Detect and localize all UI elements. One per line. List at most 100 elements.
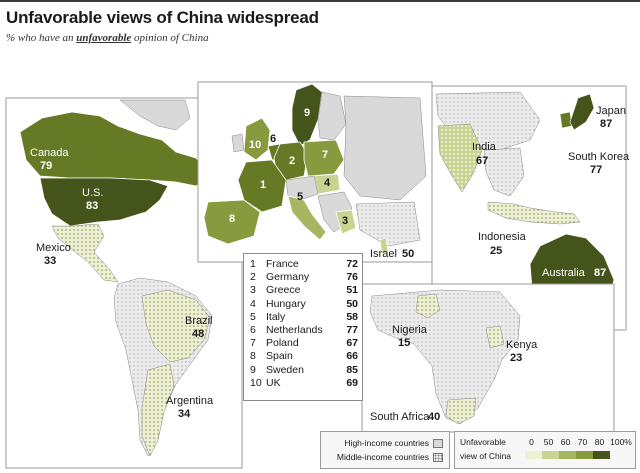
mexico-value: 33: [44, 255, 56, 267]
nigeria-value: 15: [398, 337, 410, 349]
scale-tick: 70: [577, 437, 588, 447]
japan-value: 87: [600, 118, 612, 130]
brazil-shape: [141, 289, 211, 363]
scale-label-1: Unfavorable: [460, 437, 506, 447]
italy-shape: [287, 195, 327, 241]
south-korea-value: 77: [590, 164, 602, 176]
europe-row: 10 UK 69: [250, 376, 358, 389]
africa-panel: [361, 283, 615, 433]
europe-row: 8 Spain 66: [250, 350, 358, 363]
israel-value: 50: [402, 248, 414, 260]
scale-legend: Unfavorable view of China 0 50 60 70 80 …: [454, 431, 636, 469]
scale-tick: 80: [594, 437, 605, 447]
france-shape: [237, 159, 287, 213]
indonesia-shape: [487, 201, 581, 225]
middle-income-label: Middle-income countries: [336, 452, 429, 462]
brazil-name: Brazil: [185, 315, 213, 327]
americas-panel: [5, 97, 243, 469]
japan-shape: [569, 93, 595, 131]
europe-row: 1 France 72: [250, 258, 358, 270]
europe-marker-greece: 3: [342, 215, 348, 227]
greece-shape: [335, 209, 357, 235]
europe-marker-spain: 8: [229, 213, 235, 225]
germany-shape: [273, 141, 309, 181]
europe-marker-hungary: 4: [324, 177, 331, 189]
europe-row: 6 Netherlands 77: [250, 323, 358, 336]
scale-swatch: [525, 451, 542, 459]
south-africa-name: South Africa: [370, 411, 430, 423]
india-shape: [437, 123, 483, 193]
subtitle-post: opinion of China: [131, 32, 209, 44]
scale-ticks: 0 50 60 70 80 100%: [523, 437, 634, 447]
high-income-label: High-income countries: [344, 438, 429, 448]
europe-row: 2 Germany 76: [250, 271, 358, 284]
us-value: 83: [86, 200, 98, 212]
europe-table: 1 France 72 2 Germany 76 3 Greece 51 4 Hungary 5…: [243, 253, 363, 401]
kenya-name: Kenya: [506, 339, 538, 351]
canada-name: Canada: [30, 147, 69, 159]
mexico-shape: [51, 223, 119, 283]
europe-marker-sweden: 9: [304, 107, 310, 119]
indonesia-name: Indonesia: [478, 231, 527, 243]
uk-shape: [243, 117, 271, 161]
europe-row: 3 Greece 51: [250, 284, 358, 297]
australia-value: 87: [594, 267, 606, 279]
brazil-value: 48: [192, 328, 204, 340]
scale-tick: 100%: [610, 437, 632, 447]
chart-subtitle: % who have an unfavorable opinion of Chi…: [6, 32, 209, 44]
nigeria-shape: [415, 293, 441, 319]
india-name: India: [472, 141, 497, 153]
argentina-shape: [141, 363, 175, 457]
scale-swatch: [559, 451, 576, 459]
canada-value: 79: [40, 160, 52, 172]
europe-row: 9 Sweden 85: [250, 363, 358, 376]
israel-shape: [379, 237, 389, 255]
scale-label-2: view of China: [460, 451, 512, 461]
subtitle-pre: % who have an: [6, 32, 77, 44]
indonesia-value: 25: [490, 245, 502, 257]
income-legend: High-income countries Middle-income coun…: [320, 431, 450, 469]
europe-marker-poland: 7: [322, 149, 328, 161]
europe-marker-uk: 10: [249, 139, 261, 151]
europe-marker-germany: 2: [289, 155, 295, 167]
subtitle-emphasis: unfavorable: [76, 32, 132, 44]
scale-tick: 0: [529, 437, 534, 447]
high-income-swatch: [433, 438, 443, 448]
top-rule: [0, 0, 640, 2]
argentina-name: Argentina: [166, 395, 214, 407]
kenya-value: 23: [510, 352, 522, 364]
europe-row: 5 Italy 58: [250, 310, 358, 323]
spain-shape: [203, 199, 261, 245]
europe-marker-italy: 5: [297, 191, 303, 203]
us-name: U.S.: [82, 187, 103, 199]
kenya-shape: [485, 325, 505, 349]
south-africa-value: 40: [428, 411, 440, 423]
israel-name: Israel: [370, 248, 397, 260]
chart-title: Unfavorable views of China widespread: [6, 8, 319, 27]
europe-marker-netherlands: 6: [270, 133, 276, 145]
japan-name: Japan: [596, 105, 626, 117]
argentina-value: 34: [178, 408, 191, 420]
mexico-name: Mexico: [36, 242, 71, 254]
scale-tick: 50: [543, 437, 554, 447]
europe-row: 4 Hungary 50: [250, 297, 358, 310]
nigeria-name: Nigeria: [392, 324, 428, 336]
europe-row: 7 Poland 67: [250, 337, 358, 350]
africa-shape: [369, 289, 521, 425]
middle-income-swatch: [433, 452, 443, 462]
europe-panel: [197, 81, 433, 263]
south-korea-name: South Korea: [568, 151, 630, 163]
sweden-shape: [291, 83, 323, 147]
us-shape: [39, 177, 169, 227]
scale-swatch: [542, 451, 559, 459]
scale-tick: 60: [560, 437, 571, 447]
scale-swatch: [593, 451, 610, 459]
australia-name: Australia: [542, 267, 586, 279]
south-korea-shape: [559, 111, 573, 129]
india-value: 67: [476, 155, 488, 167]
scale-bar: [525, 451, 610, 459]
south-africa-shape: [445, 397, 477, 425]
scale-swatch: [576, 451, 593, 459]
europe-marker-france: 1: [260, 179, 266, 191]
